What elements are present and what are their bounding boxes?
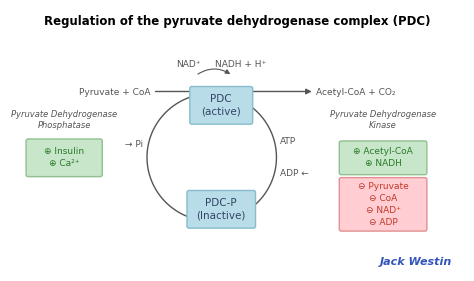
Text: Acetyl-CoA + CO₂: Acetyl-CoA + CO₂ — [317, 88, 396, 97]
Text: Jack Westin: Jack Westin — [379, 257, 452, 267]
FancyBboxPatch shape — [187, 191, 255, 228]
Text: ⊕ Insulin
⊕ Ca²⁺: ⊕ Insulin ⊕ Ca²⁺ — [44, 148, 84, 168]
FancyBboxPatch shape — [190, 87, 253, 124]
Text: ADP ←: ADP ← — [280, 169, 309, 178]
Text: Pyruvate Dehydrogenase
Phosphatase: Pyruvate Dehydrogenase Phosphatase — [11, 110, 117, 130]
Text: PDC-P
(Inactive): PDC-P (Inactive) — [197, 198, 246, 221]
Text: ⊖ Pyruvate
⊖ CoA
⊖ NAD⁺
⊖ ADP: ⊖ Pyruvate ⊖ CoA ⊖ NAD⁺ ⊖ ADP — [358, 182, 409, 226]
Text: → Pi: → Pi — [125, 140, 143, 149]
FancyBboxPatch shape — [339, 141, 427, 175]
FancyBboxPatch shape — [339, 178, 427, 231]
Text: Pyruvate + CoA: Pyruvate + CoA — [79, 88, 151, 97]
Text: NADH + H⁺: NADH + H⁺ — [215, 60, 266, 69]
Text: Pyruvate Dehydrogenase
Kinase: Pyruvate Dehydrogenase Kinase — [330, 110, 436, 130]
FancyBboxPatch shape — [26, 139, 102, 177]
Text: ATP: ATP — [280, 137, 296, 146]
Text: PDC
(active): PDC (active) — [201, 94, 241, 117]
Text: ⊕ Acetyl-CoA
⊕ NADH: ⊕ Acetyl-CoA ⊕ NADH — [353, 148, 413, 168]
Text: NAD⁺: NAD⁺ — [176, 60, 200, 69]
Text: Regulation of the pyruvate dehydrogenase complex (PDC): Regulation of the pyruvate dehydrogenase… — [44, 15, 431, 28]
